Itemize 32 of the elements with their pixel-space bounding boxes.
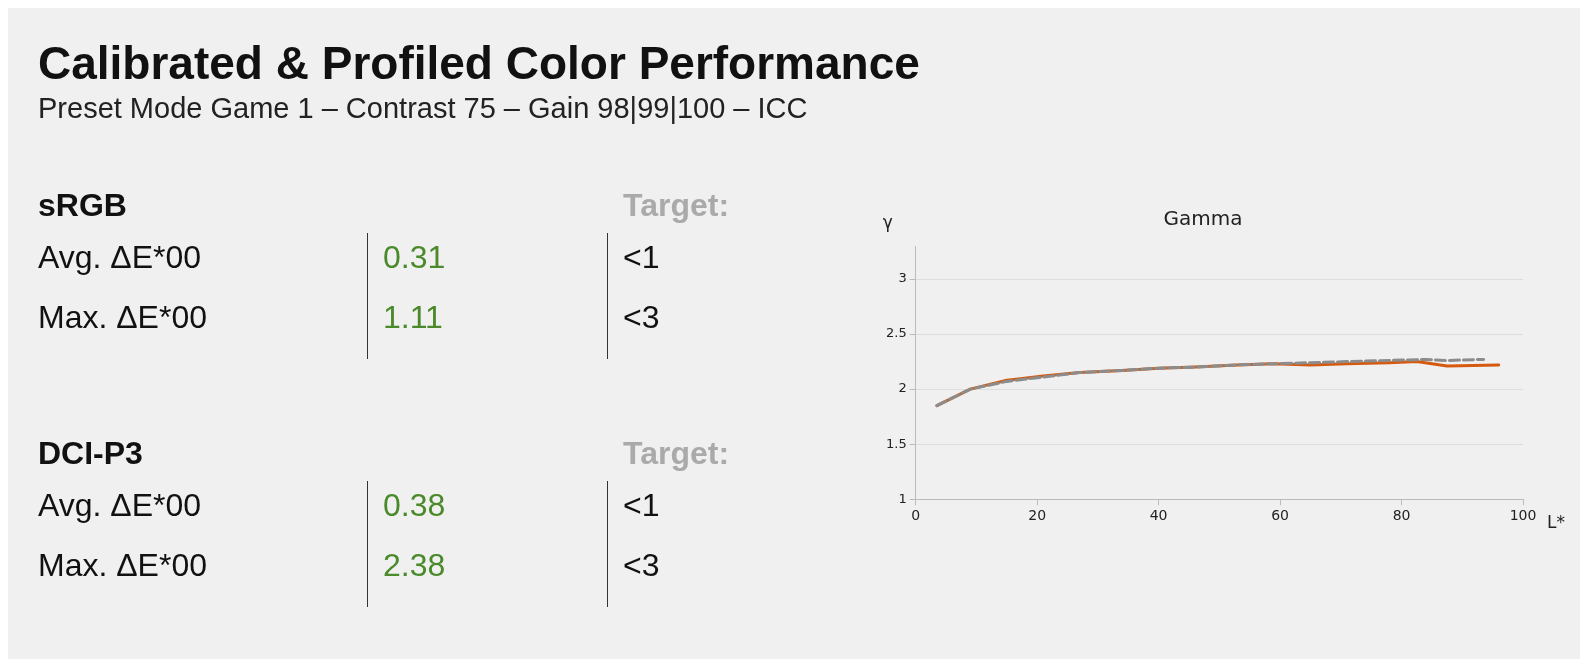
x-tick-label: 40 [1149,507,1168,524]
text: sRGB [38,187,127,224]
text: 0.31 [383,239,446,276]
y-tick-label: 1.5 [885,435,907,451]
y-axis-title: γ [882,211,893,232]
text: <3 [623,299,660,336]
text: <1 [623,487,660,524]
text: Target: [623,435,730,472]
x-tick-label: 0 [911,507,921,524]
text: <1 [623,239,660,276]
x-tick-label: 60 [1271,507,1289,524]
text: DCI-P3 [38,435,143,472]
text: Preset Mode Game 1 – Contrast 75 – Gain 98|99|100 – ICC [38,92,809,125]
text: Avg. ΔE*00 [38,239,202,276]
x-tick-label: 80 [1392,507,1411,524]
text: Target: [623,187,730,224]
text: Max. ΔE*00 [38,547,207,584]
y-tick-label: 2.5 [885,325,907,341]
y-tick-label: 3 [898,270,907,286]
text: 1.11 [383,299,443,336]
chart-title: Gamma [1163,206,1243,231]
text: Calibrated & Profiled Color Performance [38,36,920,90]
y-tick-label: 2 [898,380,907,396]
x-tick-label: 100 [1509,507,1537,524]
y-tick-label: 1 [898,490,907,506]
x-tick-label: 20 [1028,507,1047,524]
text: 2.38 [383,547,446,584]
text: Max. ΔE*00 [38,299,207,336]
x-axis-title: L* [1547,511,1565,532]
text: 0.38 [383,487,446,524]
text: Avg. ΔE*00 [38,487,202,524]
text: <3 [623,547,660,584]
